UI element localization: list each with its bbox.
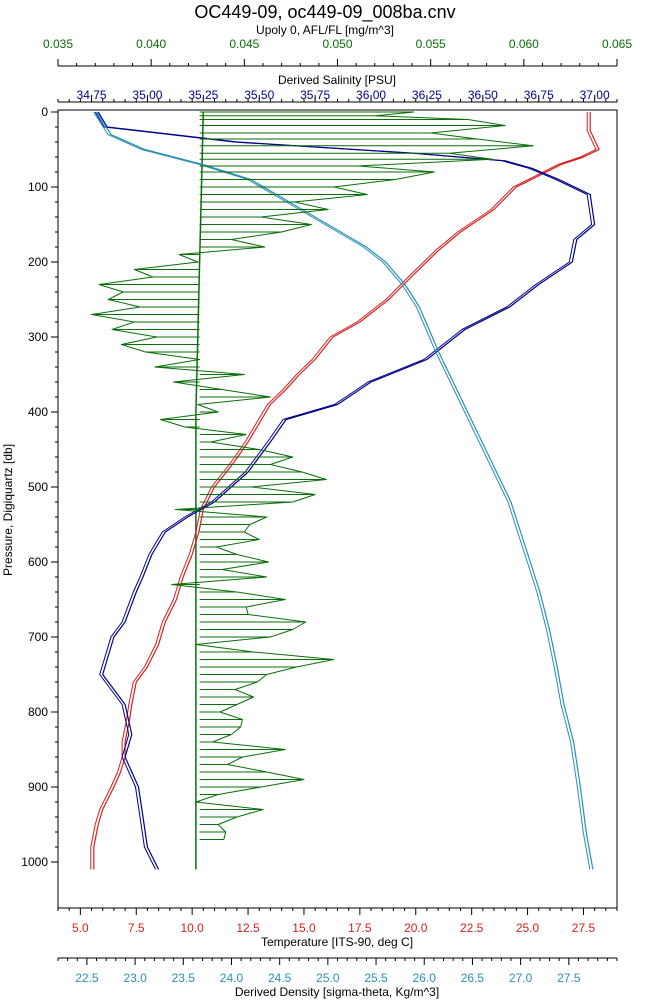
fluorescence-tick-label: 0.055 (416, 37, 446, 51)
fluorescence-tick-label: 0.050 (322, 37, 352, 51)
fluorescence-tick-label: 0.040 (136, 37, 166, 51)
temperature-tick-label: 17.5 (348, 921, 372, 935)
temperature-tick-label: 25.0 (516, 921, 540, 935)
salinity-tick-label: 36.25 (412, 88, 442, 102)
pressure-tick-label: 100 (28, 180, 48, 194)
density-tick-label: 22.5 (75, 971, 99, 985)
salinity-tick-label: 35.75 (300, 88, 330, 102)
salinity-axis-label: Derived Salinity [PSU] (278, 73, 396, 87)
density-tick-label: 25.0 (316, 971, 340, 985)
fluorescence-tick-label: 0.060 (509, 37, 539, 51)
salinity-tick-label: 36.00 (356, 88, 386, 102)
density-tick-label: 26.5 (461, 971, 485, 985)
temperature-tick-label: 27.5 (572, 921, 596, 935)
fluorescence-tick-label: 0.045 (229, 37, 259, 51)
salinity-tick-label: 36.75 (524, 88, 554, 102)
fluorescence-axis-label: Upoly 0, AFL/FL [mg/m^3] (256, 23, 394, 37)
temperature-tick-label: 10.0 (180, 921, 204, 935)
salinity-tick-label: 35.00 (132, 88, 162, 102)
temperature-tick-label: 7.5 (128, 921, 145, 935)
series-group (90, 111, 600, 870)
density-tick-label: 23.5 (172, 971, 196, 985)
pressure-axis-label: Pressure, Digiquartz [db] (1, 444, 15, 576)
temperature-axis-label: Temperature [ITS-90, deg C] (261, 935, 413, 949)
density-tick-label: 25.5 (364, 971, 388, 985)
chart-title: OC449-09, oc449-09_008ba.cnv (194, 2, 455, 23)
temperature-line-pair (90, 112, 597, 870)
density-line-pair (93, 111, 591, 870)
fluorescence-tick-label: 0.035 (43, 37, 73, 51)
pressure-tick-label: 200 (28, 255, 48, 269)
pressure-tick-label: 500 (28, 480, 48, 494)
salinity-tick-label: 34.75 (77, 88, 107, 102)
density-tick-label: 27.0 (509, 971, 533, 985)
density-line (96, 111, 594, 870)
temperature-tick-label: 12.5 (236, 921, 260, 935)
temperature-tick-label: 15.0 (292, 921, 316, 935)
density-tick-label: 24.0 (220, 971, 244, 985)
pressure-tick-label: 700 (28, 630, 48, 644)
density-tick-label: 23.0 (123, 971, 147, 985)
fluorescence-tick-label: 0.065 (602, 37, 632, 51)
temperature-line (93, 112, 600, 870)
density-tick-label: 27.5 (557, 971, 581, 985)
axes-group: 0.035 0.040 0.045 0.050 0.055 0.060 0.065 34.75… (21, 37, 632, 985)
temperature-tick-label: 22.5 (460, 921, 484, 935)
pressure-tick-label: 600 (28, 555, 48, 569)
pressure-tick-label: 400 (28, 405, 48, 419)
temperature-tick-label: 5.0 (72, 921, 89, 935)
temperature-tick-label: 20.0 (404, 921, 428, 935)
fluorescence-baseline-line (195, 111, 205, 870)
salinity-tick-label: 35.50 (244, 88, 274, 102)
density-axis-label: Derived Density [sigma-theta, Kg/m^3] (235, 985, 439, 999)
fluorescence-line (91, 111, 534, 840)
salinity-tick-label: 36.50 (468, 88, 498, 102)
plot-frame (57, 109, 618, 909)
density-tick-label: 26.0 (413, 971, 437, 985)
pressure-tick-label: 0 (41, 105, 48, 119)
pressure-tick-label: 300 (28, 330, 48, 344)
pressure-tick-label: 800 (28, 705, 48, 719)
salinity-line (97, 111, 596, 870)
pressure-tick-label: 900 (28, 780, 48, 794)
salinity-line-pair (94, 111, 593, 870)
density-tick-label: 24.5 (268, 971, 292, 985)
salinity-tick-label: 37.00 (580, 88, 610, 102)
pressure-tick-label: 1000 (21, 855, 48, 869)
salinity-tick-label: 35.25 (188, 88, 218, 102)
